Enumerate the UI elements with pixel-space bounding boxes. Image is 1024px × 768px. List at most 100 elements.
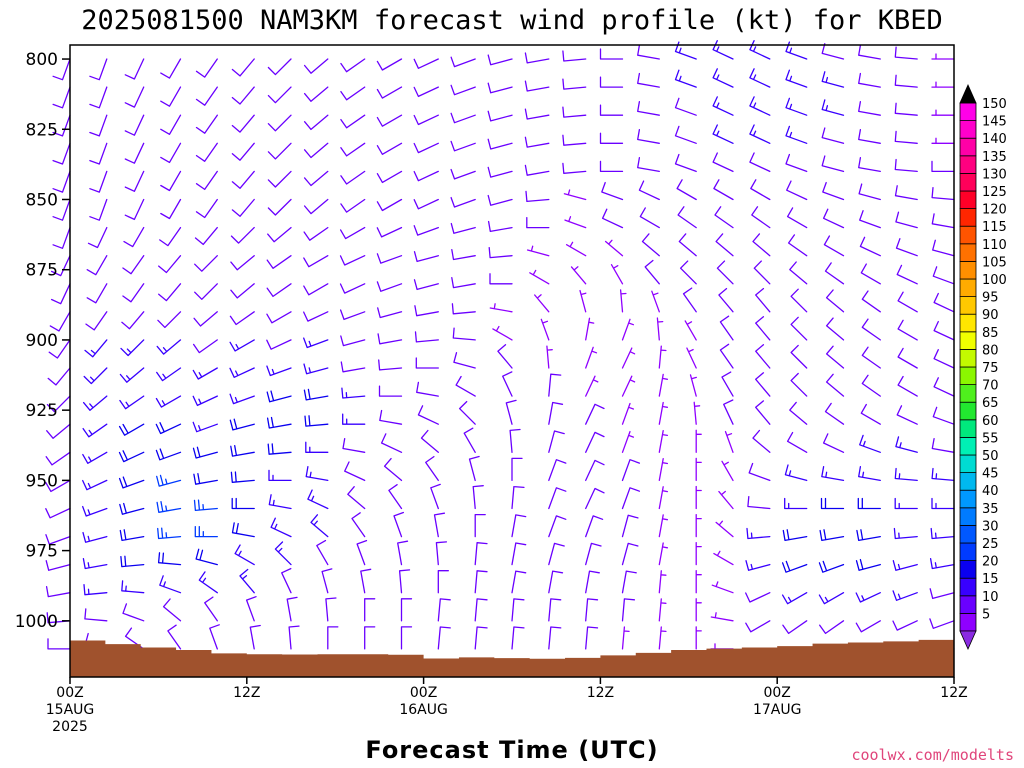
wind-barb — [895, 211, 918, 229]
wind-barb — [376, 281, 403, 292]
wind-barb — [160, 114, 182, 135]
wind-barb — [621, 626, 630, 650]
wind-barb — [755, 316, 771, 341]
wind-barb — [931, 467, 955, 482]
wind-barb — [46, 423, 71, 439]
wind-barb — [861, 374, 881, 397]
wind-barb — [893, 527, 918, 540]
wind-barb — [674, 69, 697, 88]
wind-barb — [303, 198, 329, 215]
wind-barb — [157, 527, 182, 540]
wind-barb — [413, 198, 439, 210]
terrain-fill — [70, 639, 954, 677]
wind-barb — [474, 570, 488, 594]
wind-barb — [825, 373, 845, 397]
wind-barb — [52, 198, 71, 221]
wind-barb — [340, 86, 366, 101]
wind-barb — [160, 198, 182, 220]
wind-barb — [548, 373, 562, 397]
wind-barb — [305, 466, 329, 482]
wind-barb — [376, 170, 403, 184]
wind-barb — [344, 461, 366, 482]
wind-barb — [676, 179, 697, 201]
colorbar-swatch — [959, 613, 977, 632]
wind-barb — [548, 626, 562, 650]
wind-barb — [377, 307, 403, 319]
colorbar-swatch — [959, 595, 977, 614]
wind-barb — [45, 560, 71, 571]
wind-barb — [488, 246, 513, 259]
wind-barb — [451, 303, 476, 315]
colorbar-label: 95 — [982, 291, 999, 306]
wind-barb — [658, 598, 667, 622]
wind-barb — [895, 238, 918, 257]
x-tick-label: 00Z — [410, 685, 437, 701]
wind-barb — [303, 226, 329, 241]
x-tick-label: 17AUG — [753, 702, 802, 718]
wind-barb — [82, 423, 108, 438]
wind-barb — [585, 570, 600, 594]
colorbar-label: 70 — [982, 379, 999, 394]
wind-barb — [933, 377, 955, 397]
wind-barb — [931, 81, 955, 88]
wind-barb — [931, 53, 955, 60]
wind-barb — [823, 235, 845, 257]
wind-barb — [621, 570, 637, 594]
wind-barb — [378, 385, 403, 397]
wind-barb — [822, 208, 845, 229]
wind-barb — [674, 153, 697, 173]
wind-barb — [229, 339, 255, 352]
wind-barb — [712, 68, 734, 88]
x-tick-label: 2025 — [52, 719, 88, 735]
wind-barb — [585, 542, 602, 566]
colorbar-label: 85 — [982, 326, 999, 341]
wind-barb — [621, 542, 639, 566]
wind-barb — [784, 464, 808, 482]
colorbar-label: 110 — [982, 238, 1007, 253]
wind-barb — [749, 124, 771, 144]
wind-barb — [376, 226, 403, 238]
wind-barb — [896, 405, 918, 425]
wind-barb — [340, 58, 366, 73]
colorbar-label: 100 — [982, 273, 1007, 288]
wind-barb — [710, 612, 734, 622]
wind-barb — [340, 142, 366, 157]
wind-barb — [745, 620, 771, 633]
wind-barb — [786, 207, 808, 229]
wind-barb — [585, 487, 605, 510]
wind-barb — [894, 185, 918, 201]
wind-barb — [548, 430, 565, 453]
wind-barb — [718, 490, 734, 510]
wind-barb — [858, 183, 881, 201]
wind-barb — [303, 114, 329, 131]
wind-barb — [750, 179, 771, 201]
wind-barb — [509, 428, 521, 453]
wind-barb — [679, 260, 697, 285]
wind-barb — [548, 459, 567, 482]
wind-barb — [721, 371, 734, 397]
wind-barb — [453, 352, 476, 369]
chart-title: 2025081500 NAM3KM forecast wind profile … — [81, 5, 943, 36]
wind-barb — [124, 86, 145, 108]
wind-barb — [118, 476, 145, 489]
wind-barb — [747, 495, 771, 510]
wind-barb — [340, 170, 366, 185]
wind-barb — [755, 287, 771, 313]
wind-barb — [932, 239, 955, 257]
wind-barb — [288, 625, 300, 650]
wind-barb — [356, 539, 368, 566]
wind-barb — [89, 170, 108, 193]
wind-barb — [450, 84, 476, 96]
wind-barb — [786, 431, 808, 453]
x-tick-label: 15AUG — [46, 702, 95, 718]
wind-barb — [897, 291, 918, 313]
colorbar-label: 40 — [982, 484, 999, 499]
wind-barb — [376, 58, 403, 71]
colorbar-label: 120 — [982, 203, 1007, 218]
wind-barb — [712, 124, 734, 144]
wind-barb — [931, 437, 955, 453]
wind-barb — [286, 596, 298, 622]
colorbar-label: 125 — [982, 185, 1007, 200]
wind-barb — [786, 180, 808, 201]
wind-barb — [121, 580, 145, 594]
